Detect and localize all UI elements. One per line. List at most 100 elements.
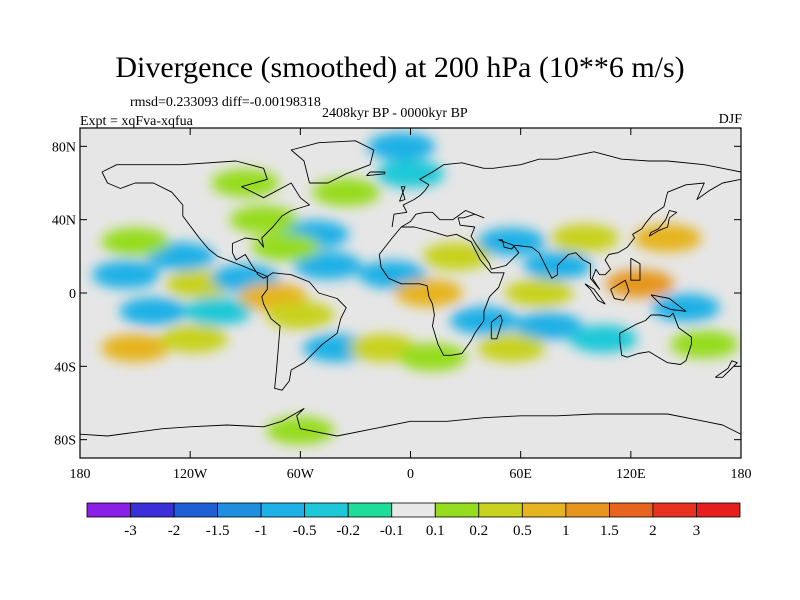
divergence-field xyxy=(91,132,739,445)
colorbar-label-11: 1.5 xyxy=(600,523,619,539)
colorbar-swatch-7 xyxy=(391,502,436,518)
colorbar-swatch-2 xyxy=(173,502,218,518)
colorbar-label-5: -0.2 xyxy=(336,523,360,539)
plot-title: Divergence (smoothed) at 200 hPa (10**6 … xyxy=(115,51,685,84)
coastline-2 xyxy=(290,140,375,184)
coastline-10 xyxy=(648,210,678,237)
coastlines xyxy=(80,140,741,437)
lon-tick-label-0: 180 xyxy=(70,467,91,482)
lat-tick-label-2: 0 xyxy=(69,287,76,302)
field-anomaly-4 xyxy=(119,297,188,326)
colorbar-swatch-0 xyxy=(86,502,131,518)
field-anomaly-24 xyxy=(505,279,574,307)
field-anomaly-30 xyxy=(651,293,720,322)
diff-value: -0.00198318 xyxy=(249,95,321,110)
colorbar-label-2: -1.5 xyxy=(206,523,230,539)
field-anomaly-17 xyxy=(398,343,467,372)
colorbar-label-9: 0.5 xyxy=(513,523,532,539)
colorbar-swatch-9 xyxy=(478,502,523,518)
experiment-label: Expt = xqFva-xqfua xyxy=(80,114,193,129)
colorbar-label-3: -1 xyxy=(255,523,268,539)
field-anomaly-2 xyxy=(101,227,170,256)
coastline-5 xyxy=(401,178,741,290)
rmsd-label: rmsd= xyxy=(130,95,166,110)
stats-line: rmsd=0.233093 diff=-0.00198318 xyxy=(130,95,321,111)
field-anomaly-22 xyxy=(477,227,546,256)
colorbar-label-7: 0.1 xyxy=(426,523,445,539)
lon-tick-label-1: 120W xyxy=(173,467,208,482)
rmsd-value: 0.233093 xyxy=(165,95,219,110)
colorbar-swatch-10 xyxy=(521,502,567,518)
colorbar: -3 -2 -1.5 -1 -0.5 -0.2 -0.1 0.1 0.2 0.5 1 1.5 2 3 xyxy=(86,502,741,539)
colorbar-label-4: -0.5 xyxy=(293,523,317,539)
field-anomaly-36 xyxy=(367,132,436,161)
colorbar-label-0: -3 xyxy=(124,523,137,539)
lon-tick-label-3: 0 xyxy=(407,467,414,482)
lon-tick-label-2: 60W xyxy=(287,467,315,482)
field-anomaly-37 xyxy=(266,416,335,445)
field-anomaly-11 xyxy=(293,251,362,280)
coastline-7 xyxy=(584,283,606,305)
field-anomaly-14 xyxy=(251,233,320,262)
colorbar-label-6: -0.1 xyxy=(380,523,404,539)
colorbar-label-13: 3 xyxy=(693,523,701,539)
colorbar-swatch-11 xyxy=(565,502,610,518)
colorbar-swatch-5 xyxy=(304,502,349,518)
field-anomaly-5 xyxy=(101,334,170,362)
field-anomaly-34 xyxy=(376,159,445,188)
colorbar-swatch-3 xyxy=(217,502,262,518)
colorbar-label-1: -2 xyxy=(168,523,181,539)
field-anomaly-29 xyxy=(633,224,702,252)
colorbar-label-12: 2 xyxy=(649,523,657,539)
field-anomaly-26 xyxy=(477,334,546,362)
field-anomaly-35 xyxy=(211,169,280,197)
field-anomaly-25 xyxy=(514,312,583,340)
coastline-12 xyxy=(366,171,386,177)
coastline-16 xyxy=(630,257,641,281)
lat-tick-label-0: 80N xyxy=(52,140,76,155)
coastline-4 xyxy=(391,151,741,228)
lon-tick-label-6: 180 xyxy=(731,467,752,482)
lat-tick-label-4: 80S xyxy=(54,434,76,449)
field-anomaly-19 xyxy=(394,279,463,307)
field-anomaly-10 xyxy=(266,301,335,329)
coastline-11 xyxy=(399,186,406,202)
coastline-8 xyxy=(610,279,630,301)
coastline-6 xyxy=(619,312,692,365)
coastline-0 xyxy=(101,160,310,279)
map-axes: 80N 40N 0 40S 80S 180 120W 60W 0 60E 120E 180 xyxy=(52,128,752,482)
colorbar-swatch-4 xyxy=(260,502,306,518)
colorbar-label-10: 1 xyxy=(562,523,570,539)
field-anomaly-31 xyxy=(670,330,739,359)
colorbar-label-8: 0.2 xyxy=(469,523,488,539)
diff-label: diff= xyxy=(221,95,250,110)
coastline-14 xyxy=(715,360,738,378)
field-anomaly-0 xyxy=(91,260,160,289)
field-anomaly-7 xyxy=(183,297,252,326)
field-anomaly-20 xyxy=(422,242,491,271)
lon-tick-label-4: 60E xyxy=(509,467,532,482)
colorbar-swatch-8 xyxy=(434,502,480,518)
colorbar-swatch-12 xyxy=(609,502,654,518)
field-anomaly-6 xyxy=(159,324,228,353)
period-label: 2408kyr BP - 0000kyr BP xyxy=(322,106,468,121)
colorbar-swatch-6 xyxy=(347,502,393,518)
field-anomaly-13 xyxy=(229,205,298,234)
coastline-13 xyxy=(490,314,503,340)
field-anomaly-1 xyxy=(146,242,215,271)
colorbar-swatch-1 xyxy=(130,502,175,518)
field-anomaly-33 xyxy=(312,178,381,207)
lat-tick-label-3: 40S xyxy=(54,360,76,375)
colorbar-swatch-13 xyxy=(652,502,697,518)
lat-tick-label-1: 40N xyxy=(52,214,76,229)
coastline-15 xyxy=(80,408,741,437)
colorbar-swatch-14 xyxy=(696,502,741,518)
field-anomaly-28 xyxy=(606,269,675,298)
season-label: DJF xyxy=(718,112,742,127)
field-anomaly-27 xyxy=(550,224,619,252)
lon-tick-label-5: 120E xyxy=(616,467,646,482)
coastline-9 xyxy=(650,294,687,312)
coastline-1 xyxy=(261,272,347,391)
coastline-3 xyxy=(378,226,505,356)
